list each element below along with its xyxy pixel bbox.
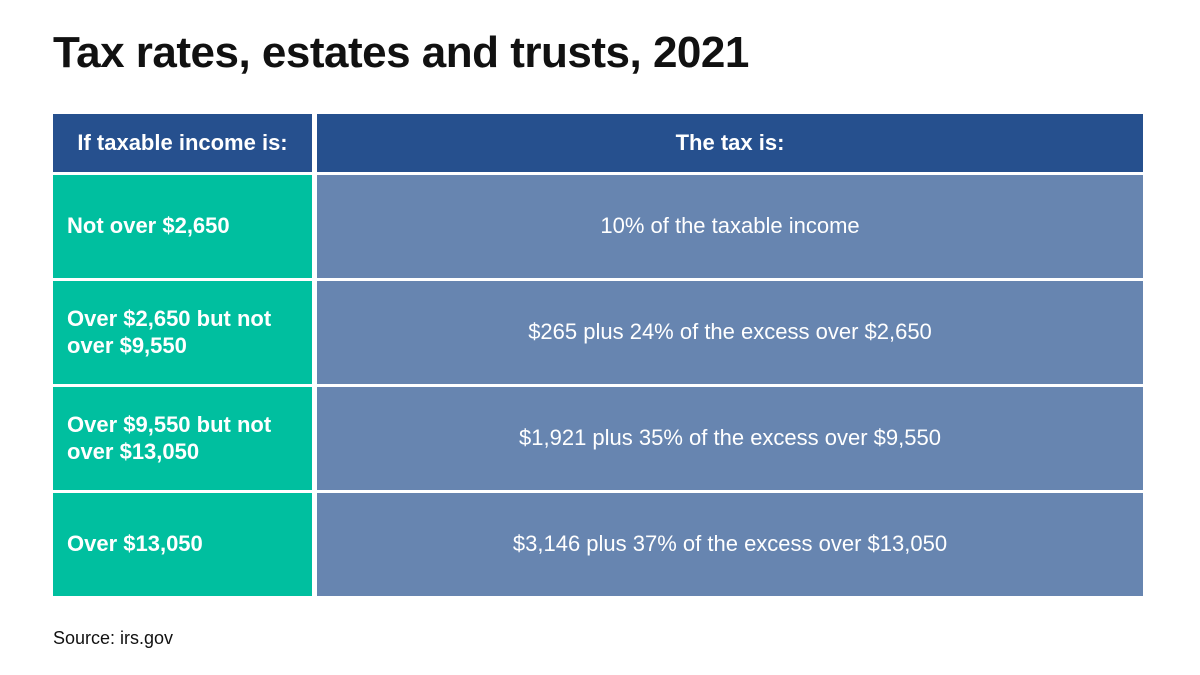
income-bracket-cell: Over $9,550 but not over $13,050 bbox=[53, 387, 312, 490]
header-income: If taxable income is: bbox=[53, 114, 312, 172]
income-bracket-cell: Over $13,050 bbox=[53, 493, 312, 596]
income-bracket-cell: Not over $2,650 bbox=[53, 175, 312, 278]
income-bracket-cell: Over $2,650 but not over $9,550 bbox=[53, 281, 312, 384]
table-row: Over $13,050 $3,146 plus 37% of the exce… bbox=[53, 493, 1143, 596]
table-row: Over $2,650 but not over $9,550 $265 plu… bbox=[53, 281, 1143, 384]
header-tax: The tax is: bbox=[317, 114, 1143, 172]
table-header-row: If taxable income is: The tax is: bbox=[53, 114, 1143, 172]
table-row: Over $9,550 but not over $13,050 $1,921 … bbox=[53, 387, 1143, 490]
source-note: Source: irs.gov bbox=[53, 628, 174, 648]
tax-formula-cell: $265 plus 24% of the excess over $2,650 bbox=[317, 281, 1143, 384]
tax-formula-cell: $1,921 plus 35% of the excess over $9,55… bbox=[317, 387, 1143, 490]
tax-formula-cell: 10% of the taxable income bbox=[317, 175, 1143, 278]
tax-rate-table: If taxable income is: The tax is: Not ov… bbox=[53, 114, 1143, 599]
table-row: Not over $2,650 10% of the taxable incom… bbox=[53, 175, 1143, 278]
page-title: Tax rates, estates and trusts, 2021 bbox=[53, 28, 749, 77]
tax-formula-cell: $3,146 plus 37% of the excess over $13,0… bbox=[317, 493, 1143, 596]
